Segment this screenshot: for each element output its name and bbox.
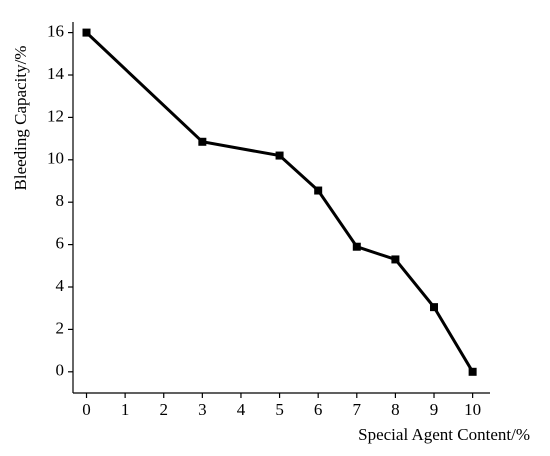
marker: [468, 367, 477, 376]
x-tick-label: 7: [353, 400, 362, 419]
y-tick-label: 16: [47, 22, 64, 41]
marker: [352, 242, 361, 251]
x-tick-label: 5: [275, 400, 284, 419]
marker: [430, 303, 439, 312]
y-tick-label: 12: [47, 106, 64, 125]
x-axis-label: Special Agent Content/%: [358, 425, 530, 444]
x-tick-label: 2: [159, 400, 168, 419]
x-tick-label: 6: [314, 400, 323, 419]
x-tick-label: 10: [464, 400, 481, 419]
y-tick-label: 8: [56, 191, 65, 210]
y-axis-label: Bleeding Capacity/%: [11, 46, 30, 191]
marker: [82, 28, 91, 37]
marker: [314, 186, 323, 195]
marker: [391, 255, 400, 264]
x-tick-label: 1: [121, 400, 130, 419]
y-tick-label: 0: [56, 361, 65, 380]
line: [85, 31, 474, 373]
y-tick-label: 10: [47, 149, 64, 168]
y-tick-label: 6: [56, 234, 65, 253]
marker: [198, 137, 207, 146]
x-tick-label: 3: [198, 400, 207, 419]
x-tick-label: 8: [391, 400, 400, 419]
marker: [275, 151, 284, 160]
y-tick-label: 14: [47, 64, 65, 83]
y-tick-label: 2: [56, 318, 65, 337]
x-tick-label: 4: [237, 400, 246, 419]
x-tick-label: 0: [82, 400, 91, 419]
y-tick-label: 4: [56, 276, 65, 295]
x-tick-label: 9: [430, 400, 439, 419]
